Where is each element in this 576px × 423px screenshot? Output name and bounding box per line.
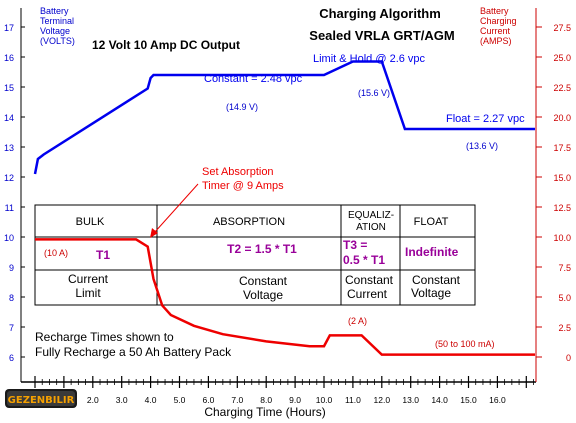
phase-time-equalization: 0.5 * T1 (343, 253, 385, 267)
y-left-label-line: Voltage (40, 26, 70, 36)
y-right-tick-label: 10.0 (553, 233, 571, 243)
phase-header-absorption: ABSORPTION (213, 216, 285, 228)
phase-time-absorption: T2 = 1.5 * T1 (227, 242, 297, 256)
y-left-tick-label: 10 (4, 233, 14, 243)
x-ticks: 2.0 3.0 4.0 5.0 6.0 7.0 8.0 9.0 10.0 11.0 12.0 13.0… (34, 376, 534, 405)
y-right-tick-label: 2.5 (558, 323, 571, 333)
chart-subtitle: Sealed VRLA GRT/AGM (309, 28, 454, 43)
phase-mode-bulk: Current (68, 272, 109, 286)
annotation-recharge: Fully Recharge a 50 Ah Battery Pack (35, 345, 232, 359)
annotation-50-100ma: (50 to 100 mA) (435, 339, 495, 349)
arrow-head-icon (150, 228, 158, 238)
y-left-tick-label: 16 (4, 53, 14, 63)
y-right-label-line: Battery (480, 6, 509, 16)
annotation-10a: (10 A) (44, 248, 68, 258)
y-left-tick-label: 7 (9, 323, 14, 333)
phase-time-equalization: T3 = (343, 238, 367, 252)
annotation-recharge: Recharge Times shown to (35, 330, 174, 344)
annotation-limit-hold: Limit & Hold @ 2.6 vpc (313, 53, 426, 65)
chart-title: Charging Algorithm (319, 6, 441, 21)
y-right-ticks: 0 2.5 5.0 7.5 10.0 12.5 15.0 17.5 20.0 22.5 25.0 27… (536, 23, 571, 363)
phase-header-float: FLOAT (414, 216, 449, 228)
y-right-tick-label: 20.0 (553, 113, 571, 123)
phase-time-bulk: T1 (96, 248, 110, 262)
y-right-tick-label: 7.5 (558, 263, 571, 273)
phase-mode-equalization: Current (347, 287, 388, 301)
annotation-set-absorption: Timer @ 9 Amps (202, 180, 284, 192)
y-right-tick-label: 0 (566, 353, 571, 363)
output-label: 12 Volt 10 Amp DC Output (92, 38, 240, 52)
y-right-tick-label: 25.0 (553, 53, 571, 63)
annotation-v136: (13.6 V) (466, 141, 498, 151)
gezenbilir-logo: GEZENBILIR (5, 389, 77, 408)
y-right-label-line: Charging (480, 16, 517, 26)
y-right-tick-label: 17.5 (553, 143, 571, 153)
y-left-label-line: Battery (40, 6, 69, 16)
x-tick-label: 10.0 (316, 395, 333, 405)
set-absorption-arrow (153, 183, 199, 234)
x-tick-label: 6.0 (202, 395, 214, 405)
x-tick-label: 16.0 (489, 395, 506, 405)
y-left-tick-label: 14 (4, 113, 14, 123)
phase-table-border (34, 204, 476, 306)
x-tick-label: 13.0 (402, 395, 419, 405)
x-tick-label: 7.0 (231, 395, 243, 405)
y-left-tick-label: 15 (4, 83, 14, 93)
phase-header-equalization: ATION (356, 222, 386, 233)
phase-mode-bulk: Limit (75, 286, 101, 300)
phase-mode-equalization: Constant (345, 273, 394, 287)
phase-mode-absorption: Voltage (243, 288, 283, 302)
annotation-set-absorption: Set Absorption (202, 166, 274, 178)
y-left-tick-label: 17 (4, 23, 14, 33)
y-right-label: Battery Charging Current (AMPS) (480, 6, 517, 46)
y-right-tick-label: 15.0 (553, 173, 571, 183)
y-left-ticks: 6 7 8 9 10 11 12 13 14 15 16 17 (4, 23, 25, 363)
y-right-tick-label: 5.0 (558, 293, 571, 303)
y-right-tick-label: 27.5 (553, 23, 571, 33)
phase-table: BULK ABSORPTION EQUALIZ- ATION FLOAT T1 … (34, 204, 476, 306)
x-tick-label: 5.0 (174, 395, 186, 405)
y-left-tick-label: 12 (4, 173, 14, 183)
x-tick-label: 9.0 (289, 395, 301, 405)
y-right-tick-label: 12.5 (553, 203, 571, 213)
annotation-v156: (15.6 V) (358, 88, 390, 98)
y-left-tick-label: 11 (5, 203, 14, 213)
y-left-tick-label: 9 (9, 263, 14, 273)
y-left-label-line: Terminal (40, 16, 74, 26)
annotation-v149: (14.9 V) (226, 102, 258, 112)
x-tick-label: 12.0 (374, 395, 391, 405)
series-current-line (35, 238, 535, 356)
phase-mode-float: Voltage (411, 286, 451, 300)
series-voltage-line (33, 60, 535, 175)
x-tick-label: 3.0 (116, 395, 128, 405)
phase-header-equalization: EQUALIZ- (348, 210, 394, 221)
phase-time-float: Indefinite (405, 245, 459, 259)
x-tick-label: 15.0 (460, 395, 477, 405)
phase-header-bulk: BULK (76, 216, 105, 228)
phase-mode-float: Constant (412, 273, 461, 287)
x-tick-label: 8.0 (260, 395, 272, 405)
y-right-tick-label: 22.5 (553, 83, 571, 93)
x-tick-label: 2.0 (87, 395, 99, 405)
y-right-label-line: Current (480, 26, 511, 36)
y-left-tick-label: 6 (9, 353, 14, 363)
annotation-constant: Constant = 2.48 vpc (204, 73, 303, 85)
y-left-tick-label: 8 (9, 293, 14, 303)
y-left-label-line: (VOLTS) (40, 36, 75, 46)
x-tick-label: 4.0 (145, 395, 157, 405)
annotation-float: Float = 2.27 vpc (446, 113, 525, 125)
y-right-label-line: (AMPS) (480, 36, 512, 46)
y-left-tick-label: 13 (4, 143, 14, 153)
x-tick-label: 14.0 (431, 395, 448, 405)
x-axis-label: Charging Time (Hours) (204, 405, 325, 419)
phase-mode-absorption: Constant (239, 274, 288, 288)
x-tick-label: 11.0 (345, 395, 361, 405)
y-left-label: Battery Terminal Voltage (VOLTS) (40, 6, 75, 46)
logo-text: GEZENBILIR (8, 395, 75, 406)
annotation-2a: (2 A) (348, 316, 367, 326)
